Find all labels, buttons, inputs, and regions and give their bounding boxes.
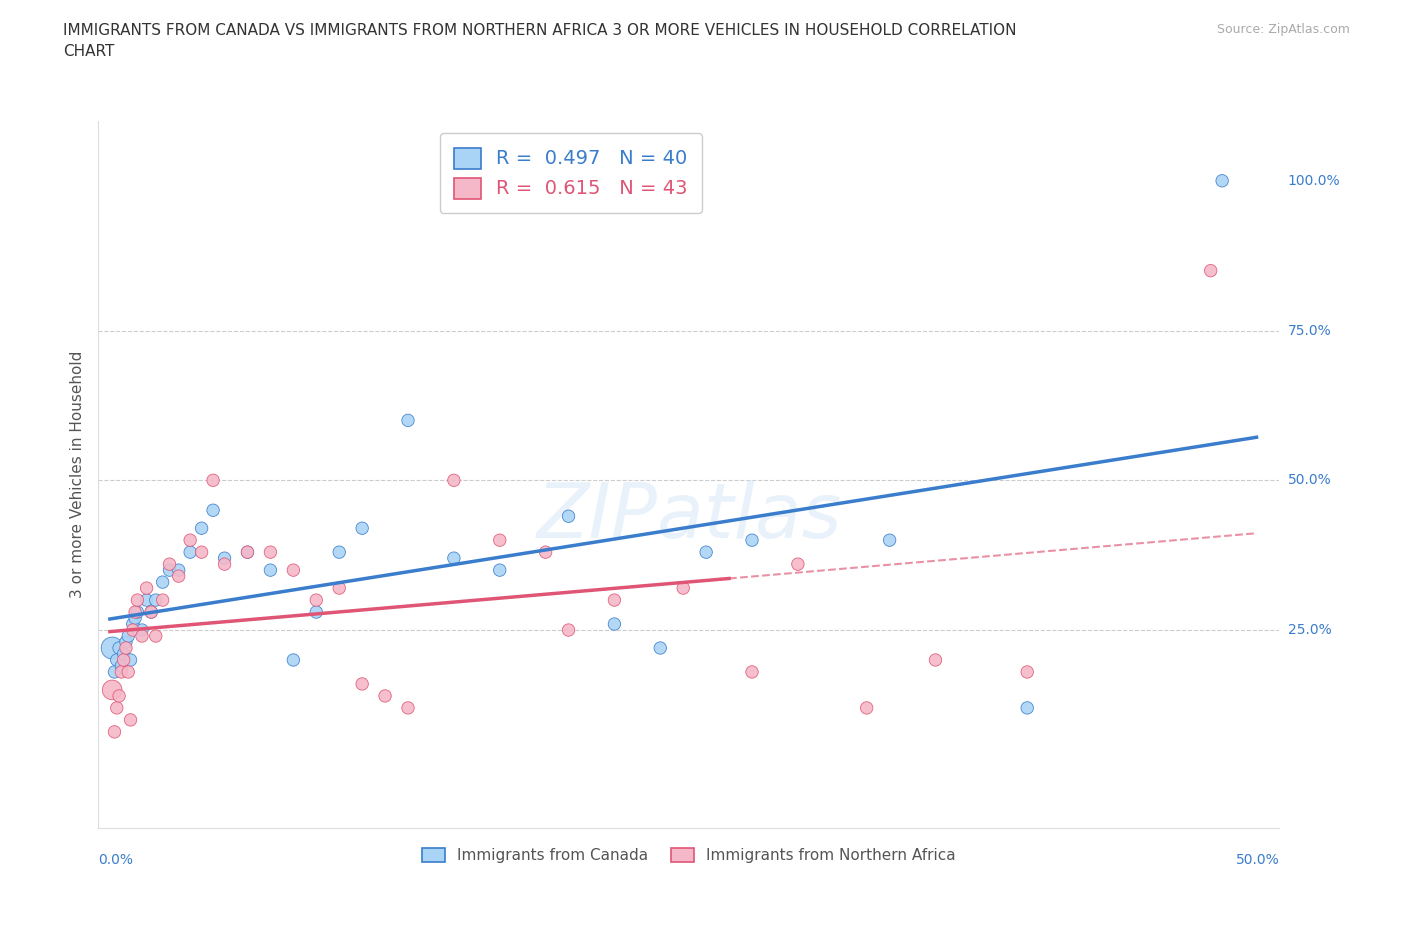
Point — [328, 580, 350, 595]
Point — [145, 592, 167, 607]
Point — [283, 563, 305, 578]
Point — [305, 592, 328, 607]
Point — [236, 545, 259, 560]
Point — [152, 575, 174, 590]
Point — [110, 665, 132, 680]
Point — [108, 641, 131, 656]
Point — [603, 592, 626, 607]
Point — [105, 700, 128, 715]
Text: 0.0%: 0.0% — [98, 853, 134, 867]
Point — [259, 545, 281, 560]
Point — [259, 563, 281, 578]
Point — [741, 665, 763, 680]
Point — [115, 641, 138, 656]
Point — [236, 545, 259, 560]
Point — [190, 545, 212, 560]
Point — [283, 653, 305, 668]
Point — [141, 604, 163, 619]
Point — [101, 683, 124, 698]
Point — [120, 653, 142, 668]
Point — [127, 592, 149, 607]
Point — [121, 617, 143, 631]
Text: IMMIGRANTS FROM CANADA VS IMMIGRANTS FROM NORTHERN AFRICA 3 OR MORE VEHICLES IN : IMMIGRANTS FROM CANADA VS IMMIGRANTS FRO… — [63, 23, 1017, 60]
Point — [534, 545, 557, 560]
Point — [488, 563, 510, 578]
Point — [152, 592, 174, 607]
Point — [124, 611, 146, 626]
Point — [108, 688, 131, 703]
Point — [110, 658, 132, 673]
Point — [167, 563, 190, 578]
Point — [879, 533, 901, 548]
Point — [1199, 263, 1222, 278]
Point — [1017, 665, 1039, 680]
Point — [135, 592, 157, 607]
Point — [135, 580, 157, 595]
Point — [557, 622, 579, 637]
Point — [672, 580, 695, 595]
Point — [695, 545, 717, 560]
Point — [131, 629, 153, 644]
Point — [1017, 700, 1039, 715]
Point — [167, 568, 190, 583]
Point — [127, 604, 149, 619]
Point — [117, 665, 139, 680]
Point — [305, 604, 328, 619]
Point — [214, 557, 236, 572]
Point — [352, 676, 374, 691]
Point — [141, 604, 163, 619]
Text: ZIPatlas: ZIPatlas — [536, 480, 842, 553]
Y-axis label: 3 or more Vehicles in Household: 3 or more Vehicles in Household — [69, 351, 84, 598]
Point — [855, 700, 877, 715]
Point — [202, 472, 225, 487]
Point — [159, 557, 181, 572]
Point — [179, 545, 201, 560]
Text: 50.0%: 50.0% — [1236, 853, 1279, 867]
Point — [159, 563, 181, 578]
Text: 50.0%: 50.0% — [1288, 473, 1331, 487]
Point — [105, 653, 128, 668]
Point — [145, 629, 167, 644]
Point — [121, 622, 143, 637]
Point — [924, 653, 946, 668]
Point — [443, 472, 465, 487]
Point — [190, 521, 212, 536]
Point — [124, 604, 146, 619]
Point — [352, 521, 374, 536]
Point — [120, 712, 142, 727]
Point — [117, 629, 139, 644]
Point — [374, 688, 396, 703]
Point — [741, 533, 763, 548]
Text: 100.0%: 100.0% — [1288, 174, 1340, 188]
Point — [112, 646, 135, 661]
Point — [115, 634, 138, 649]
Point — [488, 533, 510, 548]
Point — [101, 641, 124, 656]
Point — [131, 622, 153, 637]
Point — [328, 545, 350, 560]
Point — [103, 665, 125, 680]
Point — [650, 641, 672, 656]
Point — [557, 509, 579, 524]
Point — [103, 724, 125, 739]
Legend: Immigrants from Canada, Immigrants from Northern Africa: Immigrants from Canada, Immigrants from … — [416, 843, 962, 870]
Point — [396, 413, 419, 428]
Point — [214, 551, 236, 565]
Text: 25.0%: 25.0% — [1288, 623, 1331, 637]
Point — [179, 533, 201, 548]
Point — [603, 617, 626, 631]
Text: Source: ZipAtlas.com: Source: ZipAtlas.com — [1216, 23, 1350, 36]
Text: 75.0%: 75.0% — [1288, 324, 1331, 338]
Point — [112, 653, 135, 668]
Point — [202, 503, 225, 518]
Point — [443, 551, 465, 565]
Point — [396, 700, 419, 715]
Point — [1211, 173, 1233, 188]
Point — [786, 557, 808, 572]
